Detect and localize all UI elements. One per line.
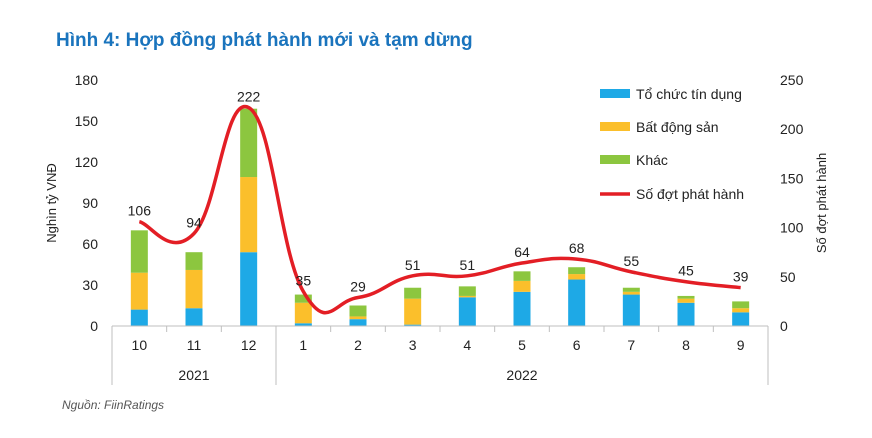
line-data-label: 45 <box>678 263 694 279</box>
year-label: 2022 <box>506 367 537 383</box>
bar-segment <box>458 286 476 296</box>
bar-segment <box>568 267 586 275</box>
bar-segment <box>622 294 640 326</box>
bar-segment <box>404 324 422 326</box>
legend-label: Bất động sản <box>636 119 719 135</box>
bar-segment <box>404 298 422 325</box>
y-tick-label: 120 <box>75 154 99 170</box>
x-tick-label: 11 <box>187 337 202 353</box>
bar-segment <box>240 177 258 253</box>
bar-segment <box>240 252 258 326</box>
year-label: 2021 <box>178 367 209 383</box>
bar-segment <box>622 287 640 292</box>
y2-tick-label: 250 <box>780 72 804 88</box>
x-tick-label: 1 <box>299 337 307 353</box>
bar-segment <box>677 302 695 326</box>
bar-segment <box>185 269 203 309</box>
legend-label: Khác <box>636 152 668 168</box>
bar-segment <box>185 252 203 270</box>
line-data-label: 29 <box>350 278 366 294</box>
bar-segment <box>732 312 750 326</box>
line-series <box>138 104 741 315</box>
x-tick-label: 4 <box>463 337 471 353</box>
bar-segment <box>349 305 367 317</box>
legend-label: Số đợt phát hành <box>636 186 744 202</box>
bar-segment <box>130 230 148 273</box>
bar-segment <box>185 308 203 326</box>
x-tick-label: 5 <box>518 337 526 353</box>
y-axis-title: Nghìn tỷ VNĐ <box>44 163 59 242</box>
y-tick-label: 180 <box>75 72 99 88</box>
source-note: Nguồn: FiinRatings <box>62 398 165 412</box>
bar-segment <box>513 271 531 281</box>
bar-segment <box>294 294 312 303</box>
line-data-label: 51 <box>405 257 421 273</box>
bar-segment <box>458 295 476 298</box>
bar-segment <box>622 291 640 295</box>
y-tick-label: 0 <box>90 318 98 334</box>
y2-tick-label: 200 <box>780 121 804 137</box>
x-tick-label: 7 <box>627 337 635 353</box>
legend-swatch <box>600 122 630 131</box>
bar-segment <box>349 316 367 320</box>
y2-tick-label: 0 <box>780 318 788 334</box>
bar-segment <box>732 308 750 313</box>
y2-axis-title: Số đợt phát hành <box>814 153 829 253</box>
bar-segment <box>294 323 312 326</box>
bar-segment <box>130 272 148 310</box>
y2-tick-label: 100 <box>780 220 804 236</box>
legend-swatch <box>600 89 630 98</box>
bar-segment <box>568 274 586 280</box>
y2-tick-label: 150 <box>780 170 804 186</box>
x-tick-label: 9 <box>737 337 745 353</box>
x-tick-label: 2 <box>354 337 362 353</box>
bar-segment <box>130 309 148 326</box>
line-data-label: 55 <box>624 253 640 269</box>
bar-segment <box>513 280 531 292</box>
line-data-label: 39 <box>733 269 749 285</box>
y-tick-label: 90 <box>82 195 98 211</box>
bar-segment <box>677 298 695 303</box>
x-tick-label: 10 <box>132 337 148 353</box>
y-tick-label: 30 <box>82 277 98 293</box>
y-tick-label: 60 <box>82 236 98 252</box>
bar-segment <box>458 297 476 326</box>
bar-segment <box>349 319 367 326</box>
x-tick-label: 6 <box>573 337 581 353</box>
chart-title: Hình 4: Hợp đồng phát hành mới và tạm dừ… <box>56 30 473 51</box>
line-data-label: 106 <box>128 203 152 219</box>
bar-segment <box>732 301 750 309</box>
y-tick-label: 150 <box>75 113 99 129</box>
bar-segment <box>404 287 422 299</box>
line-data-label: 68 <box>569 240 585 256</box>
bar-segment <box>677 295 695 299</box>
line-data-label: 222 <box>237 89 261 105</box>
bar-segment <box>240 108 258 178</box>
legend-label: Tổ chức tín dụng <box>636 86 742 102</box>
line-data-label: 64 <box>514 244 530 260</box>
bar-segment <box>294 302 312 324</box>
line-data-label: 35 <box>296 273 312 289</box>
line-data-label: 51 <box>460 257 476 273</box>
line-data-label: 94 <box>186 215 202 231</box>
x-tick-label: 8 <box>682 337 690 353</box>
y2-tick-label: 50 <box>780 269 796 285</box>
legend-swatch <box>600 155 630 164</box>
x-tick-label: 12 <box>241 337 257 353</box>
x-tick-label: 3 <box>409 337 417 353</box>
bar-segment <box>513 291 531 326</box>
bar-segment <box>568 279 586 326</box>
